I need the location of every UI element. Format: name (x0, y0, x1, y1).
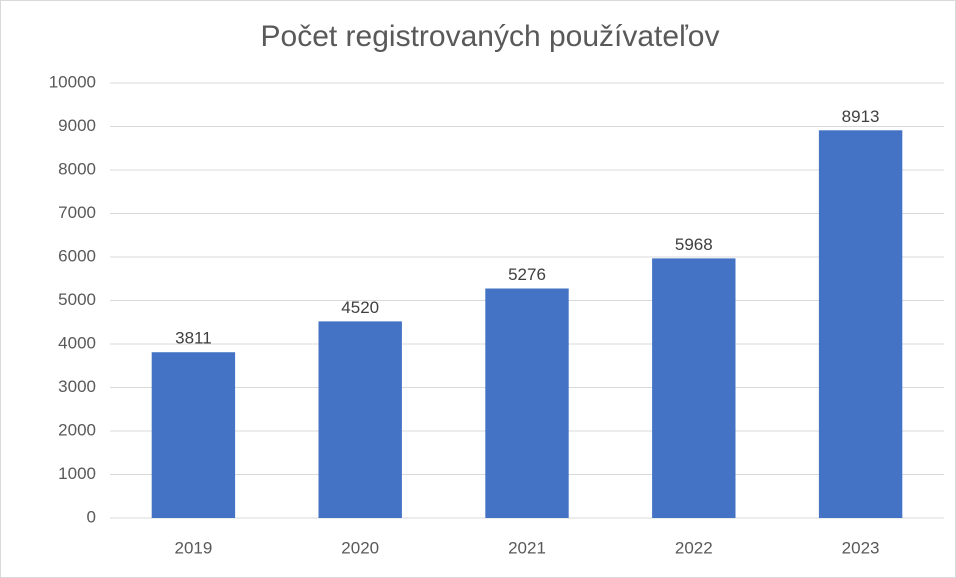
x-tick-label: 2022 (675, 538, 713, 557)
bar (818, 130, 903, 519)
data-label: 3811 (175, 329, 212, 348)
y-tick-label: 7000 (58, 203, 96, 222)
data-label: 8913 (842, 107, 880, 126)
y-tick-label: 4000 (58, 333, 96, 352)
y-tick-label: 8000 (58, 159, 96, 178)
x-tick-label: 2019 (174, 538, 212, 557)
y-tick-label: 5000 (58, 290, 96, 309)
bar (318, 321, 402, 518)
y-tick-label: 6000 (58, 246, 96, 265)
x-tick-label: 2020 (341, 538, 379, 557)
y-tick-label: 2000 (58, 420, 96, 439)
y-tick-label: 9000 (58, 116, 96, 135)
data-label: 5968 (675, 235, 713, 254)
bar (485, 288, 569, 518)
y-tick-label: 3000 (58, 377, 96, 396)
data-label: 4520 (341, 298, 379, 317)
y-tick-label: 1000 (58, 464, 96, 483)
x-tick-label: 2021 (508, 538, 546, 557)
bar (151, 352, 236, 518)
data-label: 5276 (508, 265, 546, 284)
chart-title: Počet registrovaných používateľov (261, 20, 720, 53)
y-tick-label: 0 (87, 507, 96, 526)
y-tick-label: 10000 (49, 72, 96, 91)
bar (652, 258, 736, 518)
x-tick-label: 2023 (842, 538, 880, 557)
